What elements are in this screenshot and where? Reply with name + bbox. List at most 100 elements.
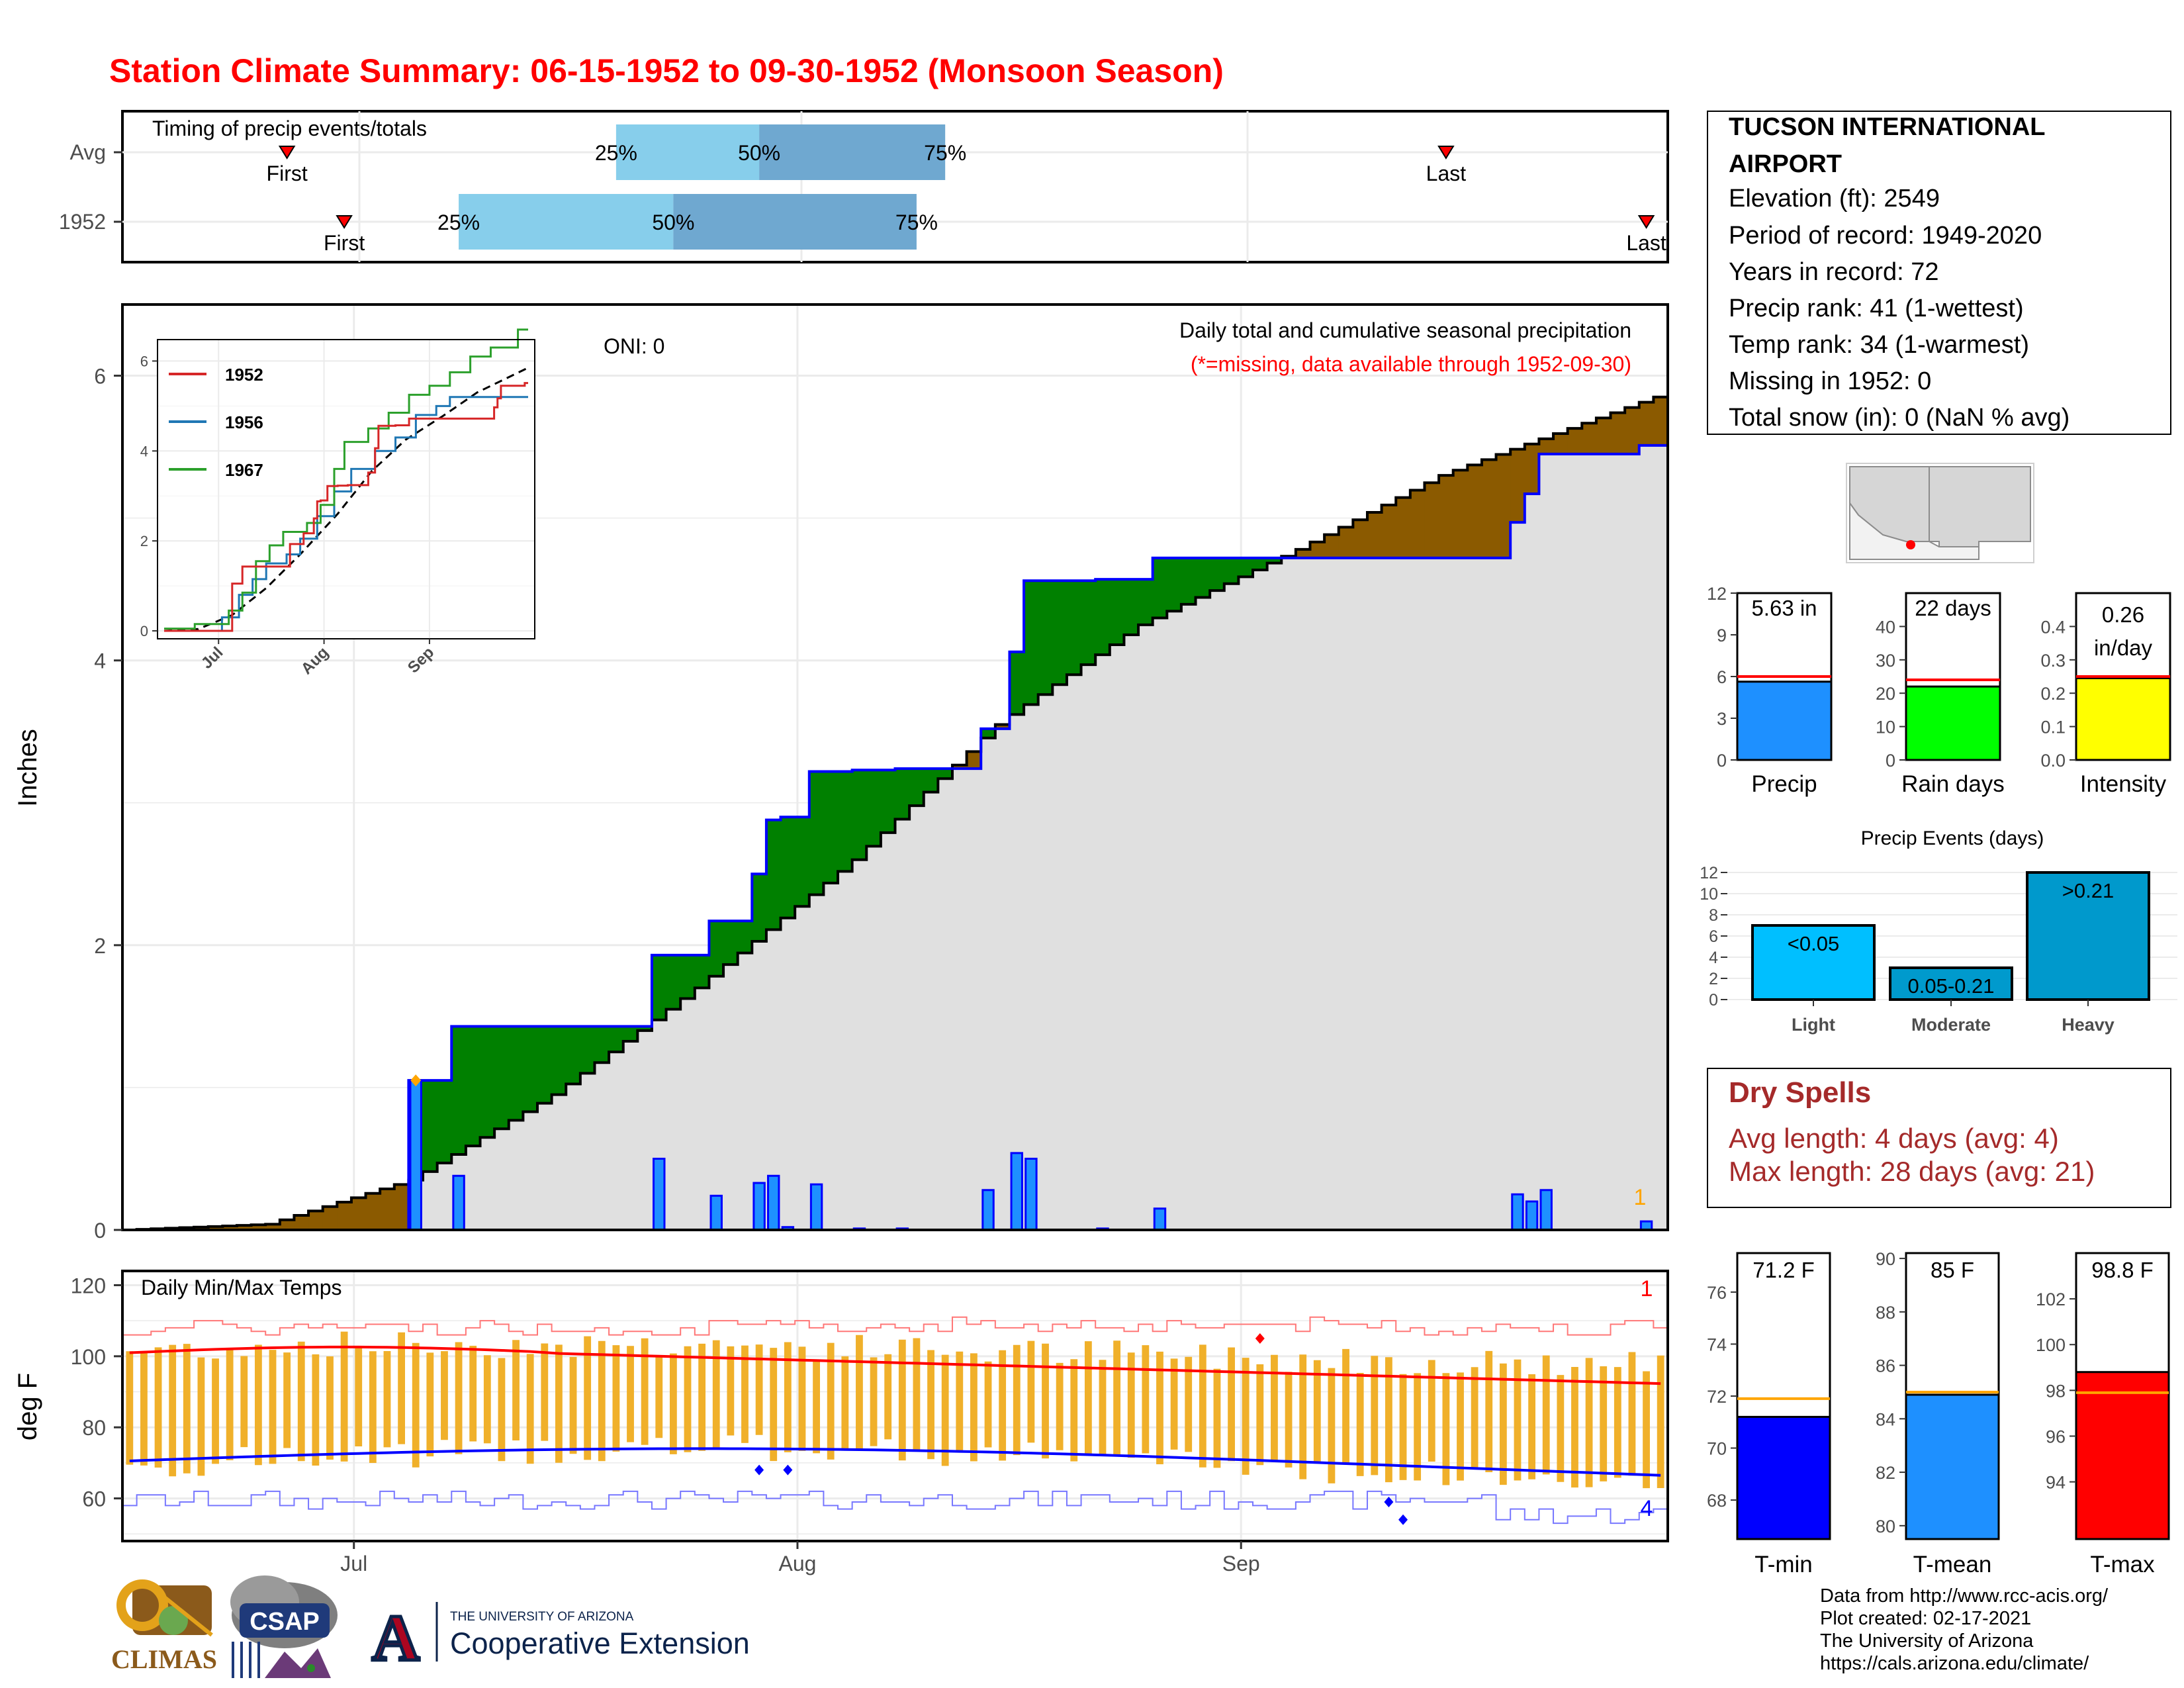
above-average-area [709,921,724,976]
record-temp-marker [783,1464,793,1476]
above-average-area [523,1026,538,1112]
summary-bar-name: Intensity [2080,771,2167,797]
footer-url: https://cals.arizona.edu/climate/ [1820,1653,2089,1674]
timing-first-marker [336,215,353,229]
below-average-area [1567,428,1582,454]
inset-y-tick-label: 4 [140,443,148,459]
ua-logo-university: THE UNIVERSITY OF ARIZONA [450,1610,634,1624]
summary-bar-tick-label: 10 [1876,718,1895,737]
timing-last-label: Last [1626,231,1666,255]
timing-p25: 25% [595,141,637,165]
dry-spells-max: Max length: 28 days (avg: 21) [1729,1156,2095,1187]
daily-precip-bar [709,1194,723,1231]
timing-p25: 25% [437,211,480,234]
timing-p75: 75% [895,211,938,234]
precip-desc: Daily total and cumulative seasonal prec… [1179,318,1631,342]
above-average-area [1095,579,1111,655]
climas-logo-text: CLIMAS [111,1644,217,1674]
temp-bar-tick-label: 84 [1876,1409,1895,1429]
events-y-tick-label: 8 [1709,906,1718,925]
timing-p50: 50% [652,211,694,234]
footer-credits: Data from http://www.rcc-acis.org/ Plot … [1820,1585,2109,1674]
inset-average-line [163,367,529,632]
timing-first-label: First [267,162,308,185]
above-average-area [1152,557,1167,618]
footer-university: The University of Arizona [1820,1630,2034,1652]
precip-y-tick-label: 6 [94,365,106,389]
above-average-area [1009,651,1024,715]
summary-bar-tick-label: 30 [1876,651,1895,671]
timing-row-label: 1952 [59,210,106,234]
summary-bar-name: Rain days [1901,771,2005,797]
dry-spells-box [1707,1068,2171,1208]
daily-precip-bar [1511,1193,1524,1231]
precip-frame [121,303,1669,1231]
above-average-area [1124,579,1139,635]
above-average-area [423,1080,438,1172]
events-y-tick-label: 4 [1709,949,1718,967]
below-average-area [1324,534,1340,558]
record-temp-marker [1255,1333,1265,1344]
inset-bg [158,340,535,639]
events-bar [2026,871,2150,1001]
events-y-tick-label: 10 [1700,885,1718,904]
above-average-area [508,1026,523,1121]
temp-series [122,1316,1668,1525]
summary-bar-tick-label: 0.4 [2040,617,2066,637]
above-average-area [465,1026,481,1147]
above-average-area [480,1026,495,1138]
daily-precip-bar [1525,1200,1539,1231]
below-average-area [1310,541,1325,558]
above-average-area [1038,581,1053,695]
daily-precip-bar [1153,1207,1167,1231]
precip-y-label: Inches [13,729,42,807]
above-average-area [880,770,896,833]
timing-label: Timing of precip events/totals [152,117,427,140]
average-cumulative-line [122,395,1668,1231]
mexico-shape [1849,500,1979,560]
csap-logo: CSAP [230,1575,338,1678]
summary-bar-tick-label: 0.0 [2040,751,2066,771]
temp-bar-t-min: 68 70 72 74 76 71.2 F T-min [1707,1252,1831,1577]
below-average-area [1338,527,1353,558]
temp-y-tick-label: 80 [82,1416,106,1440]
timing-panel: Timing of precip events/totals Avg 25% 50%… [59,110,1669,263]
below-average-area [1481,459,1497,558]
below-average-area [1381,504,1396,558]
above-average-area [609,1026,624,1053]
temp-bar-tick-label: 86 [1876,1356,1895,1376]
below-average-area [966,751,981,769]
precip-events-chart: Precip Events (days) 0 2 4 6 8 10 12 <0.05 Light… [1700,827,2177,1035]
record-low-line [122,1490,1668,1524]
temp-x-tick-label: Sep [1222,1552,1260,1575]
precip-y-ticks: 0 2 4 6 [94,365,122,1243]
inset-legend: 1952 1956 1967 [169,365,263,480]
below-average-area [1539,438,1554,454]
daily-precip-bar [1010,1152,1023,1231]
page-title: Station Climate Summary: 06-15-1952 to 0… [109,52,1224,89]
below-average-area [279,1219,295,1230]
temp-bar-t-max: 94 96 98 100 102 98.8 F T-max [2036,1252,2170,1577]
record-temp-marker [754,1464,764,1476]
above-average-area [537,1026,553,1103]
below-average-area [1353,520,1368,558]
below-average-area [322,1206,338,1230]
below-average-area [1367,512,1383,558]
temp-rank: Temp rank: 34 (1-warmest) [1729,331,2029,359]
daily-precip-bar [767,1174,780,1231]
timing-bar-q1 [615,124,760,180]
daily-precip-bar [452,1174,465,1231]
climas-logo: CLIMAS [111,1579,217,1674]
missing-note: (*=missing, data available through 1952-… [1191,352,1631,376]
temp-frame [121,1270,1669,1542]
above-average-area [766,820,782,930]
summary-bar-rain-days: 0 10 20 30 40 22 days Rain days [1876,592,2005,797]
precip-y-tick-label: 2 [94,934,106,958]
precip-areas [122,395,1668,1231]
below-average-area [995,724,1011,729]
record-high-line [122,1316,1668,1336]
below-average-area [1295,549,1311,558]
temp-bar-tick-label: 100 [2036,1335,2066,1355]
temp-bar-name: T-mean [1913,1552,1992,1577]
